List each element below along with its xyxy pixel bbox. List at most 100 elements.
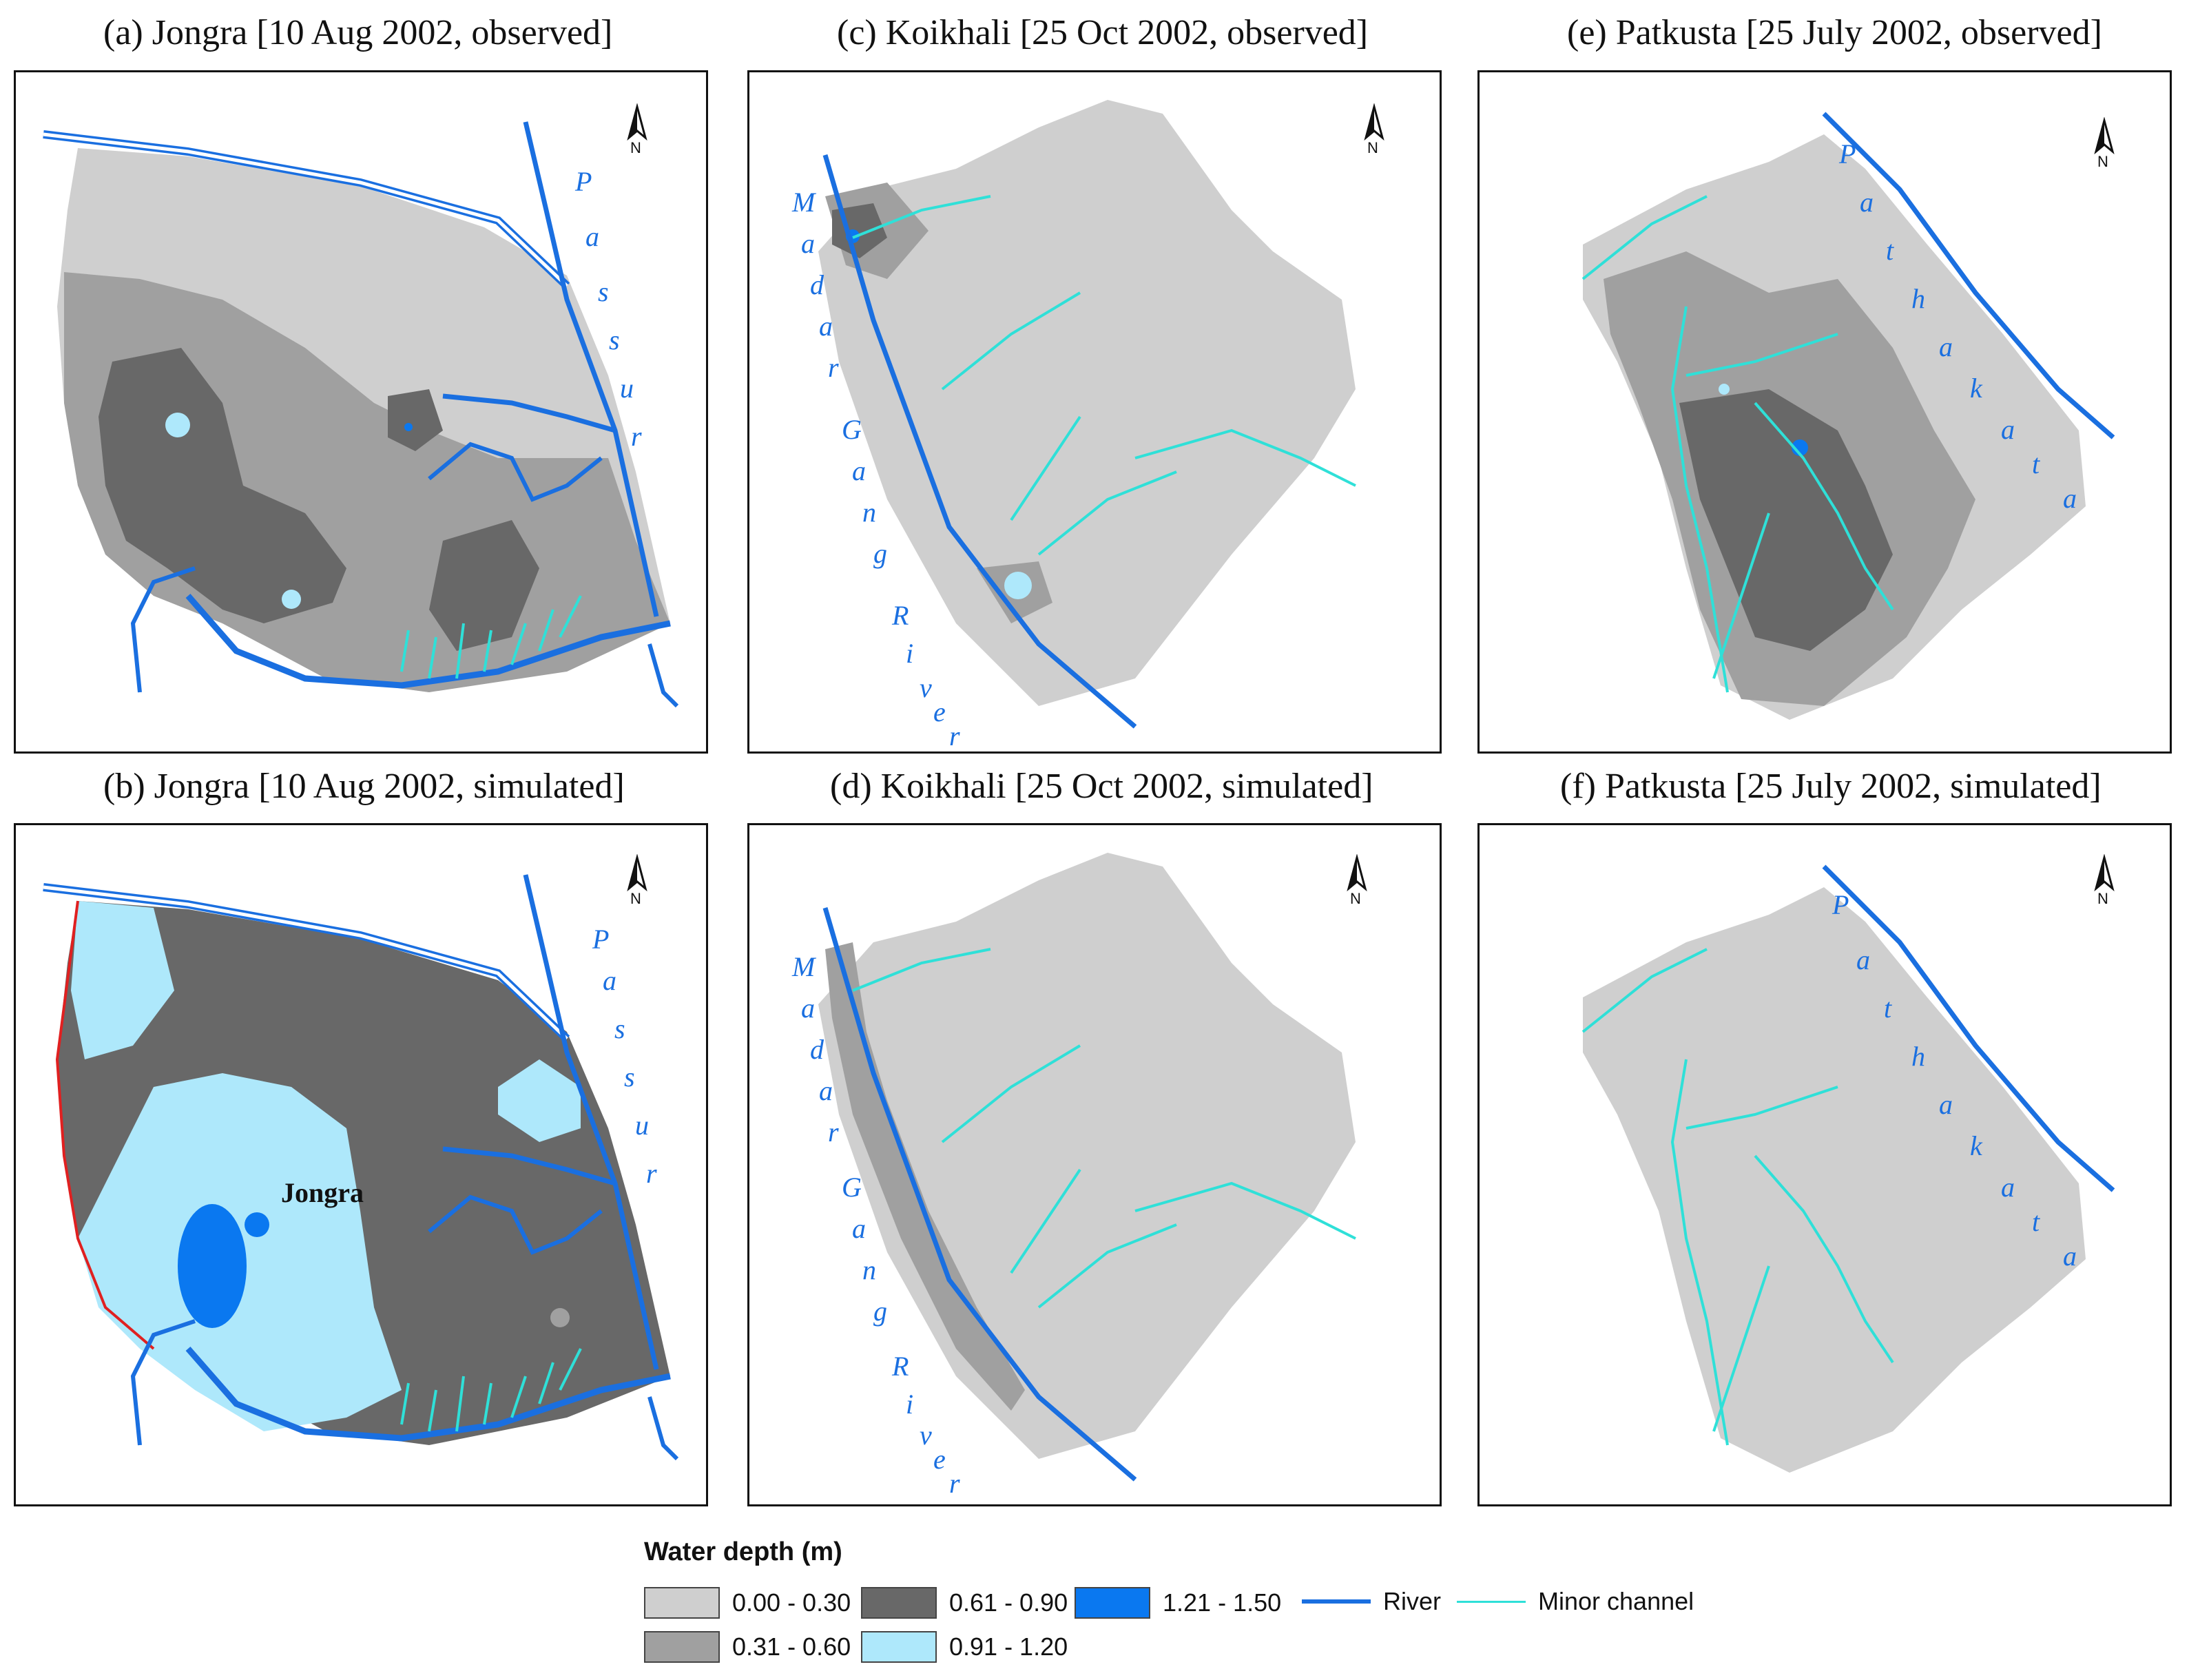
- panel-title-e: (e) Patkusta [25 July 2002, observed]: [1567, 13, 2102, 52]
- legend-line-swatch: [1302, 1599, 1371, 1604]
- river-label-pathakata: a: [1860, 187, 1874, 218]
- minor-channels: [1581, 948, 1894, 1446]
- legend-swatch: [1075, 1587, 1150, 1619]
- map-panel-b: Jongra: [14, 823, 708, 1506]
- river-label-pathakata: a: [1856, 944, 1870, 975]
- river-loop: [428, 442, 603, 502]
- pond-2: [1719, 384, 1730, 395]
- river-label-pathakata: P: [1839, 138, 1856, 169]
- river-label-madar-gang: a: [852, 1213, 866, 1244]
- legend-item-river: River: [1302, 1587, 1441, 1616]
- river-label-madar-gang: R: [892, 600, 909, 631]
- legend-line-swatch: [1457, 1600, 1526, 1603]
- river-label-passur: P: [575, 166, 592, 197]
- north-label: N: [630, 890, 641, 907]
- north-label: N: [1350, 890, 1361, 907]
- river-east: [442, 1146, 616, 1186]
- minor-channels: [1581, 195, 1894, 693]
- north-arrow-icon: N: [616, 853, 658, 909]
- legend-title: Water depth (m): [644, 1537, 842, 1566]
- legend-swatch: [861, 1587, 937, 1619]
- river-label-passur: s: [609, 324, 620, 355]
- legend-item-3: 0.91 - 1.20: [861, 1631, 1068, 1663]
- river-label-pathakata: a: [2063, 483, 2077, 514]
- river-madar-gang: [822, 907, 1137, 1482]
- legend-item-1: 0.31 - 0.60: [644, 1631, 851, 1663]
- river-label-madar-gang: e: [933, 1444, 946, 1475]
- river-east: [442, 393, 616, 433]
- panel-title-d: (d) Koikhali [25 Oct 2002, simulated]: [830, 767, 1373, 806]
- legend-swatch: [644, 1587, 720, 1619]
- north-arrow-icon: N: [2084, 116, 2125, 172]
- river-sw: [130, 1319, 196, 1446]
- river-label-pathakata: a: [1939, 1089, 1953, 1120]
- area-deep: [832, 203, 887, 258]
- pond-2: [282, 590, 301, 609]
- river-label-pathakata: h: [1911, 283, 1925, 314]
- river-loop: [428, 1194, 603, 1255]
- river-label-madar-gang: R: [892, 1351, 909, 1382]
- river-south: [185, 1347, 671, 1442]
- legend-label: 0.91 - 1.20: [949, 1632, 1068, 1661]
- north-arrow-icon: N: [2084, 853, 2125, 909]
- river-label-madar-gang: a: [819, 1075, 833, 1106]
- boundary: [55, 900, 155, 1350]
- river-label-passur: u: [635, 1110, 649, 1141]
- legend-item-minor-channel: Minor channel: [1457, 1587, 1694, 1616]
- river-label-madar-gang: v: [920, 672, 932, 703]
- legend-item-4: 1.21 - 1.50: [1075, 1587, 1281, 1619]
- river-label-passur: s: [598, 276, 609, 307]
- minor-channels: [852, 195, 1356, 556]
- legend-label: 0.31 - 0.60: [732, 1632, 851, 1661]
- river-label-madar-gang: n: [862, 1254, 876, 1285]
- river-label-passur: u: [620, 373, 634, 404]
- area-deep-3: [388, 389, 443, 451]
- map-panel-f: [1477, 823, 2172, 1506]
- river-label-pathakata: t: [2032, 448, 2040, 479]
- north-arrow-icon: N: [1336, 853, 1378, 909]
- river-label-madar-gang: d: [810, 1034, 824, 1065]
- river-label-madar-gang: i: [906, 1389, 914, 1420]
- river-label-madar-gang: M: [792, 187, 816, 218]
- river-madar-gang: [822, 154, 1137, 729]
- river-label-madar-gang: G: [842, 414, 862, 445]
- river-label-madar-gang: r: [828, 352, 839, 383]
- north-arrow-icon: N: [616, 103, 658, 158]
- river-label-pathakata: t: [2032, 1206, 2040, 1237]
- river-se: [647, 643, 679, 708]
- river-label-passur: P: [592, 924, 610, 955]
- north-label: N: [1367, 139, 1378, 156]
- minor-channels: [852, 948, 1356, 1309]
- map-panel-a: [14, 70, 708, 754]
- river-label-passur: r: [646, 1158, 657, 1189]
- river-label-madar-gang: g: [873, 538, 887, 569]
- legend-item-2: 0.61 - 0.90: [861, 1587, 1068, 1619]
- river-label-madar-gang: d: [810, 269, 824, 300]
- panel-title-a: (a) Jongra [10 Aug 2002, observed]: [103, 13, 613, 52]
- north-arrow-icon: N: [1353, 103, 1395, 158]
- river-label-passur: a: [603, 965, 616, 996]
- river-label-passur: s: [624, 1061, 635, 1092]
- river-label-madar-gang: r: [949, 720, 960, 751]
- river-label-pathakata: h: [1911, 1041, 1925, 1072]
- area-high: [71, 901, 174, 1059]
- map-panel-d: [747, 823, 1442, 1506]
- river-se: [647, 1396, 679, 1461]
- river-north-inner: [43, 885, 568, 1040]
- legend-label: River: [1383, 1587, 1442, 1615]
- river-pathakata: [1822, 864, 2115, 1192]
- pond: [1004, 572, 1032, 599]
- legend-swatch: [644, 1631, 720, 1663]
- pond-2: [550, 1308, 570, 1327]
- river-passur-branch: [523, 874, 659, 1370]
- river-label-pathakata: a: [2063, 1241, 2077, 1272]
- river-label-madar-gang: M: [792, 951, 816, 982]
- river-passur-branch: [523, 121, 659, 617]
- north-label: N: [2097, 153, 2108, 170]
- river-label-pathakata: a: [2001, 1172, 2015, 1203]
- legend-label: Minor channel: [1538, 1587, 1694, 1615]
- legend-label: 0.61 - 0.90: [949, 1588, 1068, 1617]
- river-label-madar-gang: i: [906, 638, 914, 669]
- map-panel-c: [747, 70, 1442, 754]
- river-label-madar-gang: n: [862, 497, 876, 528]
